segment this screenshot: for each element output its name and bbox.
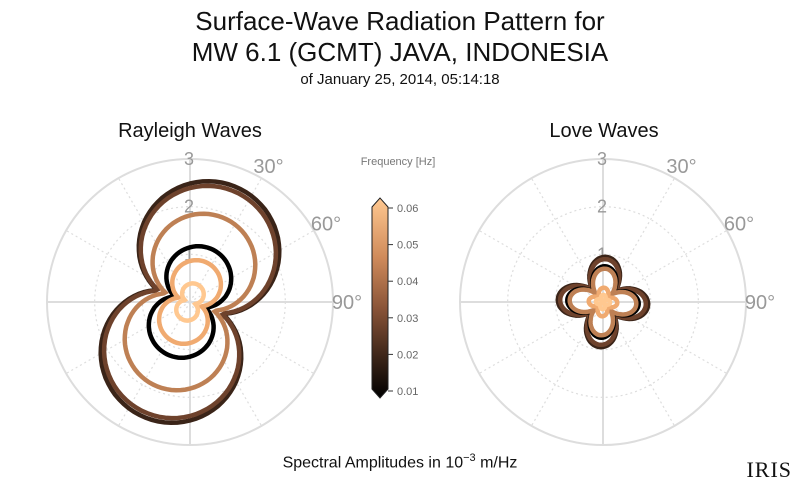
footer-label-suffix: m/Hz	[475, 454, 518, 472]
rayleigh-polar-plot: 1 2 3 30° 60° 90°	[46, 149, 362, 446]
footer-label: Spectral Amplitudes in 10−3 m/Hz	[0, 452, 800, 472]
polar-spoke-120	[602, 301, 728, 375]
love-panel-title: Love Waves	[549, 120, 659, 142]
pattern-curve-rayleigh-0.05	[156, 257, 224, 347]
pattern-curve-love-0.06	[593, 292, 613, 312]
theta-tick-label-30: 30°	[666, 156, 696, 178]
theta-tick-label-60: 60°	[724, 214, 754, 236]
chart-subtitle: of January 25, 2014, 05:14:18	[300, 71, 500, 88]
polar-spoke-210	[117, 301, 191, 427]
r-tick-label-3: 3	[184, 149, 194, 169]
r-tick-label-2: 2	[597, 197, 607, 217]
colorbar-tick-label-0.03: 0.03	[397, 313, 418, 325]
colorbar-tick-label-0.06: 0.06	[397, 203, 418, 215]
colorbar-tick-label-0.04: 0.04	[397, 276, 418, 288]
theta-tick-label-90: 90°	[745, 292, 775, 314]
theta-tick-label-30: 30°	[253, 156, 283, 178]
polar-spoke-60	[189, 229, 315, 303]
footer-label-prefix: Spectral Amplitudes in 10	[282, 454, 464, 472]
pattern-curve-rayleigh-0.04	[122, 211, 258, 393]
pattern-curve-love-0.03	[557, 256, 649, 348]
colorbar-bar	[371, 197, 389, 399]
chart-title-line2: MW 6.1 (GCMT) JAVA, INDONESIA	[191, 37, 609, 67]
pattern-curve-rayleigh-0.06	[174, 281, 206, 323]
polar-spoke-30	[189, 177, 263, 303]
pattern-curve-love-0.04	[567, 266, 639, 338]
polar-spoke-300	[478, 229, 604, 303]
polar-spoke-30	[602, 177, 676, 303]
pattern-curve-rayleigh-0.01	[146, 244, 234, 360]
iris-logo: IRIS	[746, 457, 792, 482]
colorbar: Frequency [Hz] 0.06 0.05 0.04 0.03 0.02 0.01	[361, 156, 436, 399]
love-polar-plot: 1 2 3 30° 60° 90°	[459, 149, 775, 446]
footer-label-exp: −3	[463, 452, 476, 464]
theta-tick-label-60: 60°	[311, 214, 341, 236]
r-tick-label-1: 1	[184, 244, 194, 264]
pattern-curve-love-0.05	[586, 285, 620, 319]
r-tick-label-3: 3	[597, 149, 607, 169]
polar-spoke-330	[117, 177, 191, 303]
polar-spoke-330	[530, 177, 604, 303]
polar-spoke-150	[189, 301, 263, 427]
colorbar-tick-label-0.02: 0.02	[397, 349, 418, 361]
polar-spoke-210	[530, 301, 604, 427]
r-tick-label-2: 2	[184, 197, 194, 217]
polar-spoke-240	[65, 301, 191, 375]
colorbar-label: Frequency [Hz]	[361, 156, 436, 168]
pattern-curve-rayleigh-0.03	[101, 183, 279, 421]
chart-title-block: Surface-Wave Radiation Pattern for MW 6.…	[0, 6, 800, 89]
polar-spoke-150	[602, 301, 676, 427]
polar-spoke-240	[478, 301, 604, 375]
chart-title-line1: Surface-Wave Radiation Pattern for	[195, 6, 605, 36]
colorbar-tick-label-0.01: 0.01	[397, 386, 418, 398]
polar-spoke-300	[65, 229, 191, 303]
colorbar-tick-label-0.05: 0.05	[397, 240, 418, 252]
r-tick-label-1: 1	[597, 244, 607, 264]
polar-spoke-120	[189, 301, 315, 375]
rayleigh-panel-title: Rayleigh Waves	[118, 120, 262, 142]
polar-spoke-60	[602, 229, 728, 303]
theta-tick-label-90: 90°	[332, 292, 362, 314]
